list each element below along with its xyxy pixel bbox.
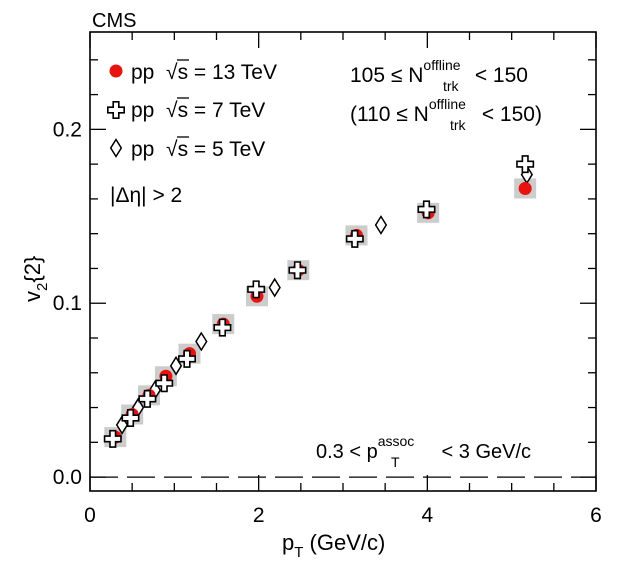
- x-axis-title: pT (GeV/c): [282, 530, 385, 561]
- x-tick-label: 0: [84, 504, 96, 527]
- data-point-open-cross: [121, 408, 140, 427]
- svg-text:pp √s = 7 TeV: pp √s = 7 TeV: [131, 99, 265, 122]
- data-point-open-cross: [417, 200, 436, 219]
- axis-ticks: [89, 32, 597, 491]
- sqrt-sign: √: [166, 138, 178, 161]
- y-tick-label: 0.0: [53, 466, 82, 489]
- data-point-open-cross: [516, 155, 535, 174]
- data-point-open-cross: [213, 318, 232, 337]
- data-point-open-cross: [345, 229, 364, 248]
- sqrt-sign: √: [166, 99, 178, 122]
- multiplicity-label-b: (110 ≤ Noffline trk < 150): [350, 96, 542, 133]
- y-tick-label: 0.2: [53, 118, 82, 141]
- data-point-open-cross: [177, 349, 196, 368]
- assoc-pt-label: 0.3 < passoc T < 3 GeV/c: [316, 433, 531, 470]
- legend-markers: [107, 64, 125, 158]
- legend-marker-open-cross: [107, 101, 125, 119]
- legend: pp √s = 13 TeV pp √s = 7 TeV pp √s = 5 T…: [131, 59, 277, 161]
- experiment-label: CMS: [92, 10, 136, 32]
- multiplicity-label-a: 105 ≤ Noffline trk < 150: [350, 57, 528, 94]
- data-point-open-diamond: [169, 355, 183, 376]
- svg-text:pp √s = 5 TeV: pp √s = 5 TeV: [131, 138, 265, 161]
- legend-energy-7tev: s = 7 TeV: [178, 99, 266, 122]
- x-tick-label: 4: [421, 504, 433, 527]
- data-point-filled-circle: [518, 181, 532, 195]
- data-points: [103, 155, 535, 448]
- eta-cut-label: |Δη| > 2: [110, 184, 182, 207]
- data-point-open-diamond: [195, 331, 208, 352]
- data-point-open-cross: [247, 280, 266, 299]
- data-point-open-cross: [288, 261, 307, 280]
- y-tick-label: 0.1: [53, 292, 82, 315]
- legend-prefix: pp: [131, 99, 166, 122]
- sqrt-sign: √: [166, 61, 178, 84]
- y-axis-title: v2{2}: [20, 256, 51, 302]
- data-point-open-diamond: [268, 277, 281, 298]
- data-point-open-cross: [103, 429, 122, 448]
- data-point-open-cross: [138, 389, 157, 408]
- data-point-open-cross: [155, 374, 174, 393]
- legend-entry-5tev: pp √s = 5 TeV: [131, 136, 265, 161]
- x-tick-label: 2: [253, 504, 265, 527]
- legend-prefix: pp: [131, 138, 166, 161]
- systematic-boxes: [104, 178, 537, 448]
- legend-marker-filled-circle: [109, 64, 123, 78]
- legend-energy-13tev: s = 13 TeV: [178, 61, 277, 84]
- legend-entry-13tev: pp √s = 13 TeV: [131, 59, 277, 84]
- svg-text:pp √s = 13 TeV: pp √s = 13 TeV: [131, 61, 277, 84]
- legend-marker-open-diamond: [109, 138, 123, 158]
- legend-entry-7tev: pp √s = 7 TeV: [131, 97, 265, 122]
- legend-prefix: pp: [131, 61, 166, 84]
- legend-energy-5tev: s = 5 TeV: [178, 138, 266, 161]
- data-point-open-diamond: [374, 215, 388, 235]
- x-tick-label: 6: [590, 504, 602, 527]
- axis-tick-labels: 0 2 4 6 0.0 0.1 0.2: [53, 118, 602, 527]
- data-point-open-diamond: [115, 415, 129, 435]
